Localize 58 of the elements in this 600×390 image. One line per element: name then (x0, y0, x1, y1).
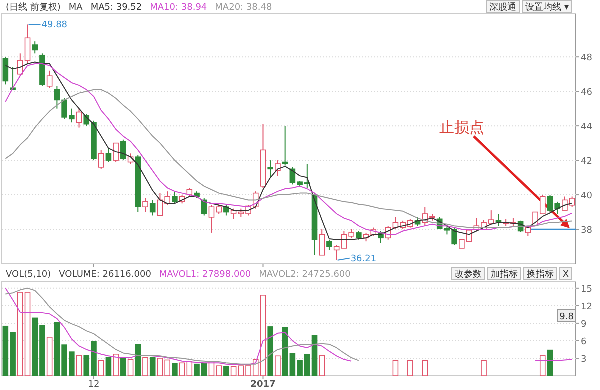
bar (76, 355, 82, 376)
bar (179, 362, 186, 376)
bar (422, 360, 428, 376)
bar (224, 366, 230, 376)
text: VOLUME: 26116.000 (59, 270, 152, 280)
y-tick-label: 46 (581, 88, 593, 98)
bar (150, 358, 156, 376)
text: 换指标 (526, 269, 554, 280)
bar (540, 355, 546, 376)
x-tick-label: 2017 (250, 380, 276, 390)
y-tick-label: 3 (581, 354, 587, 365)
bar (113, 354, 119, 376)
bar (46, 337, 53, 376)
ref-line-label: 止损点 (439, 118, 484, 137)
bar (135, 344, 142, 376)
bar (392, 360, 399, 376)
bar (106, 358, 112, 376)
y-tick-label: 40 (581, 192, 593, 202)
text: 加指标 (490, 269, 518, 280)
bar (282, 327, 288, 376)
line-series (5, 288, 360, 365)
y-tick-label: 38 (581, 226, 593, 236)
y-tick-label: 6 (581, 337, 587, 348)
y-tick-label: 9 (581, 320, 587, 330)
bar (120, 358, 126, 376)
bar (408, 360, 414, 376)
bar (547, 350, 554, 376)
text: MA20: 38.48 (215, 3, 272, 13)
annotation: 49.88 (42, 20, 68, 31)
text: MA (68, 3, 84, 13)
y-tick-label: 44 (581, 122, 593, 133)
bar (186, 362, 193, 376)
text: MA5: 39.52 (90, 3, 142, 13)
bar (128, 359, 134, 376)
bar (275, 356, 281, 376)
text: X (562, 270, 569, 280)
candlestick (268, 160, 274, 178)
text: 深股通 (490, 2, 517, 13)
annotation: 36.21 (350, 254, 377, 264)
y-tick-label: 48 (581, 54, 593, 64)
text: 设置均线 ▾ (526, 2, 570, 13)
text: MA10: 38.94 (150, 3, 208, 13)
text: MAVOL2: 24725.600 (259, 270, 352, 280)
chart-title: VOL(5,10) (6, 270, 52, 280)
y-tick-label: 15 (581, 284, 592, 295)
y-tick-label: 12 (581, 302, 592, 312)
bar (319, 355, 326, 376)
chart-title: (日线 前复权) (6, 2, 61, 13)
text: MAVOL1: 27898.000 (159, 270, 252, 280)
bar (172, 363, 178, 376)
bar (481, 360, 487, 376)
y-tick-label: 42 (581, 157, 592, 168)
bar (142, 358, 148, 376)
text: 改参数 (454, 269, 482, 280)
bar (268, 326, 274, 376)
bar (98, 360, 104, 376)
bar (230, 366, 237, 376)
annotation: 9.8 (560, 312, 574, 322)
